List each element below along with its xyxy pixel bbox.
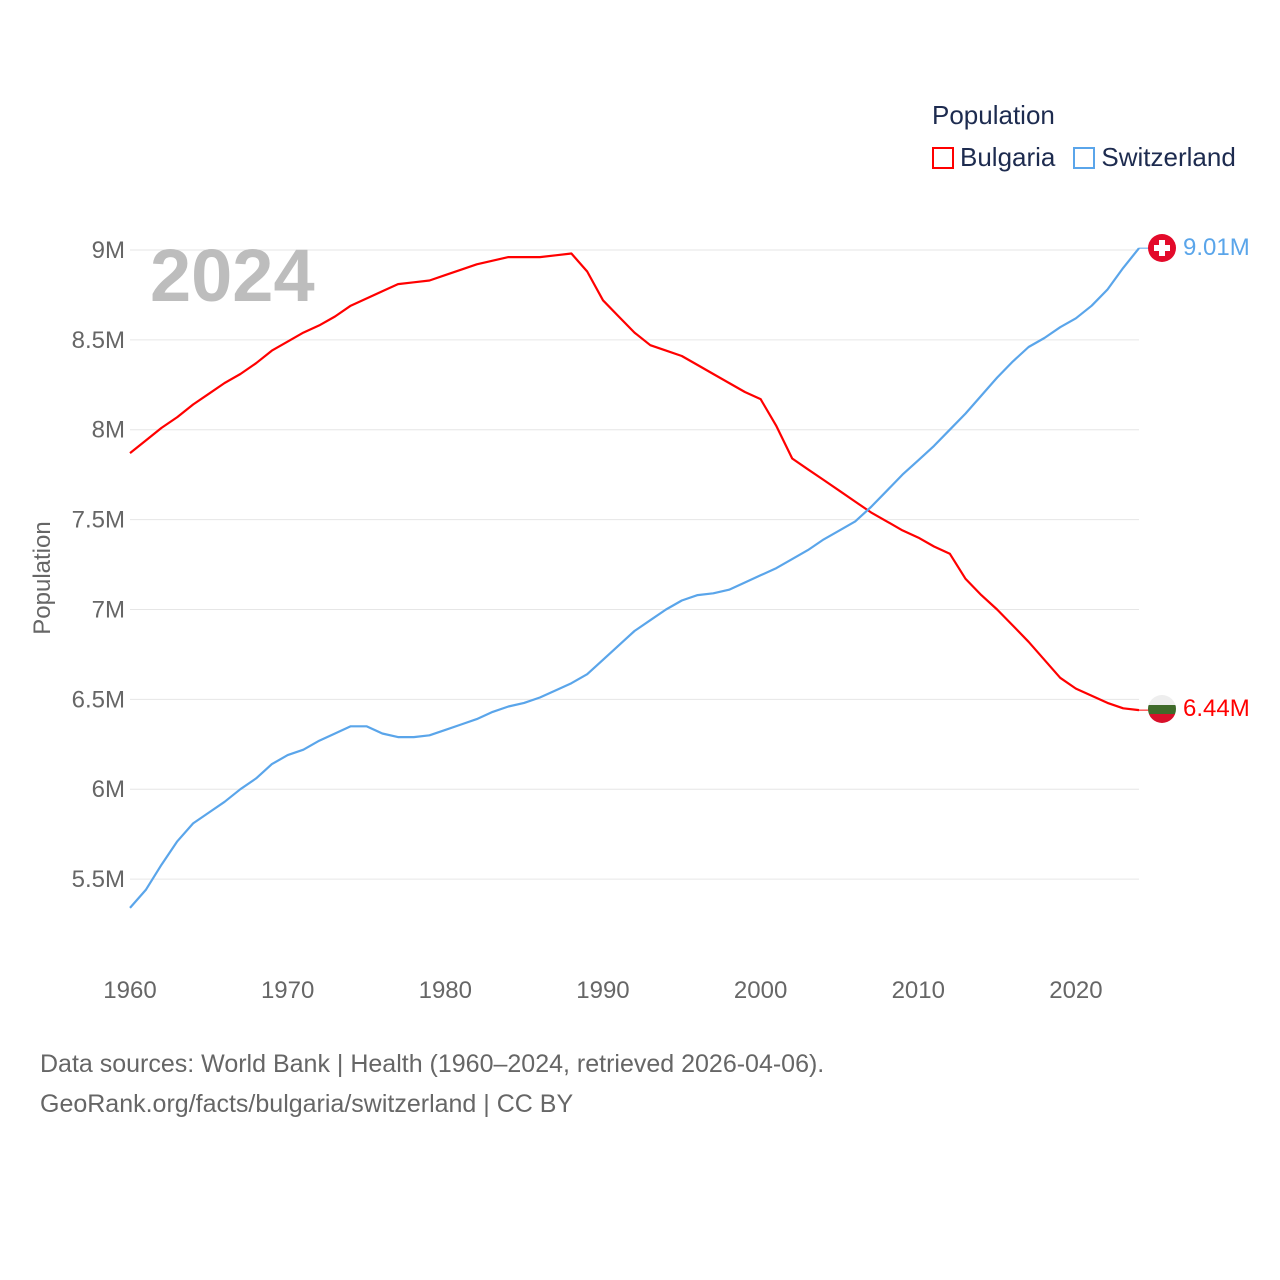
- x-tick-label: 1960: [103, 977, 156, 1004]
- y-tick-label: 6M: [92, 776, 125, 803]
- x-tick-label: 2010: [892, 977, 945, 1004]
- series-line-switzerland: [129, 247, 1140, 909]
- switzerland-flag-icon: [1148, 234, 1176, 262]
- y-tick-label: 5.5M: [72, 866, 125, 893]
- end-label-switzerland: 9.01M: [1183, 234, 1250, 261]
- x-tick-label: 1980: [419, 977, 472, 1004]
- data-sources-text: Data sources: World Bank | Health (1960–…: [40, 1050, 825, 1078]
- year-label: 2024: [150, 234, 315, 317]
- y-axis-title: Population: [29, 521, 56, 634]
- legend: Bulgaria Switzerland: [932, 142, 1236, 173]
- y-tick-label: 6.5M: [72, 686, 125, 713]
- y-tick-label: 7.5M: [72, 507, 125, 534]
- y-tick-label: 9M: [92, 237, 125, 264]
- legend-item-bulgaria[interactable]: Bulgaria: [932, 142, 1055, 173]
- legend-label-switzerland: Switzerland: [1101, 142, 1236, 172]
- series-line-bulgaria: [129, 252, 1140, 712]
- legend-title: Population: [932, 100, 1055, 130]
- legend-swatch-switzerland: [1073, 146, 1096, 169]
- footer: Data sources: World Bank | Health (1960–…: [40, 1044, 824, 1124]
- y-tick-label: 8.5M: [72, 327, 125, 354]
- end-label-bulgaria: 6.44M: [1183, 695, 1250, 722]
- source-link[interactable]: GeoRank.org/facts/bulgaria/switzerland |…: [40, 1090, 574, 1118]
- legend-item-switzerland[interactable]: Switzerland: [1073, 142, 1236, 173]
- legend-label-bulgaria: Bulgaria: [960, 142, 1056, 172]
- x-tick-label: 2020: [1049, 977, 1102, 1004]
- y-tick-label: 8M: [92, 417, 125, 444]
- x-tick-label: 1970: [261, 977, 314, 1004]
- legend-swatch-bulgaria: [932, 146, 954, 169]
- y-tick-label: 7M: [92, 596, 125, 623]
- x-tick-label: 2000: [734, 977, 787, 1004]
- x-tick-label: 1990: [576, 977, 629, 1004]
- bulgaria-flag-icon: [1148, 695, 1176, 723]
